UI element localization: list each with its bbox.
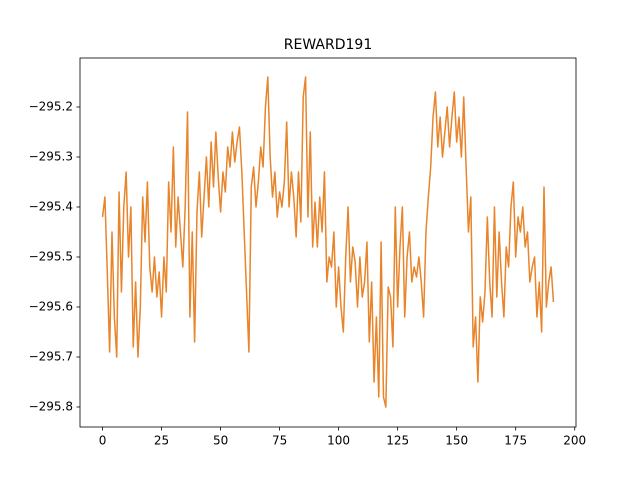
y-tick-label: −295.4	[29, 200, 73, 214]
x-tick-label: 100	[327, 434, 350, 448]
x-tick-label: 0	[99, 434, 107, 448]
line-series	[101, 76, 555, 408]
x-tick-label: 25	[154, 434, 169, 448]
plot-frame	[79, 57, 577, 428]
y-tick-label: −295.5	[29, 250, 73, 264]
y-tick-label: −295.6	[29, 300, 73, 314]
y-tick-label: −295.8	[29, 400, 73, 414]
x-tick-label: 50	[213, 434, 228, 448]
x-tick-label: 200	[563, 434, 586, 448]
chart-title: REWARD191	[284, 37, 372, 53]
x-tick-label: 75	[272, 434, 287, 448]
y-tick-label: −295.7	[29, 350, 73, 364]
x-tick-label: 125	[386, 434, 409, 448]
y-tick-label: −295.3	[29, 150, 73, 164]
x-tick-label: 150	[445, 434, 468, 448]
x-tick-label: 175	[504, 434, 527, 448]
y-tick-label: −295.2	[29, 100, 73, 114]
